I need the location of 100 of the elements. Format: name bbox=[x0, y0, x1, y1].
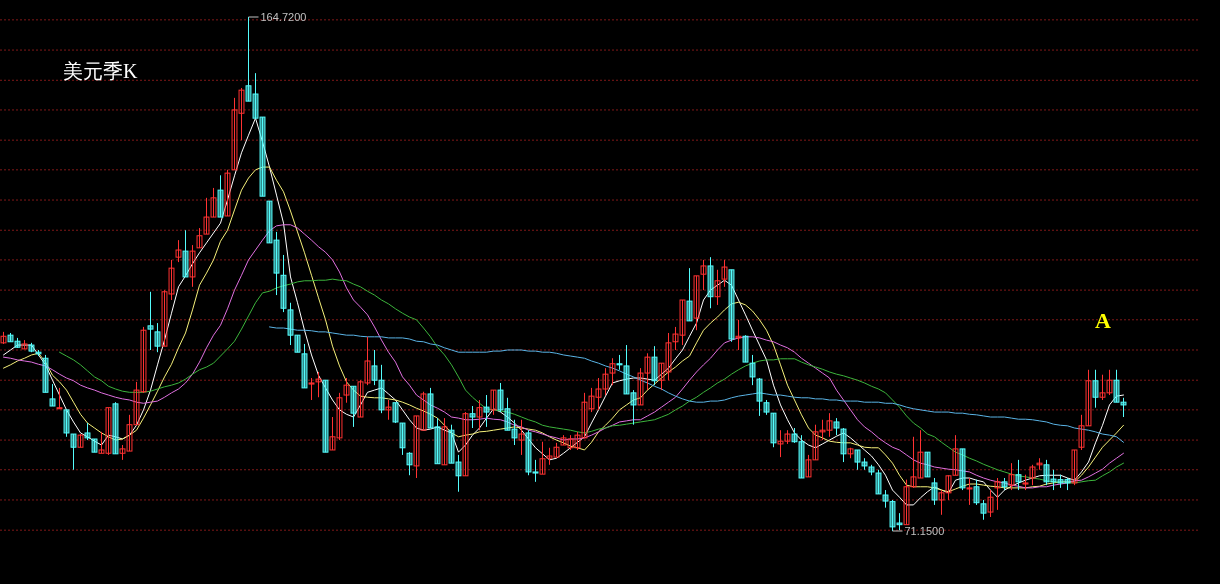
candlestick bbox=[735, 319, 742, 351]
candlestick bbox=[1043, 459, 1050, 486]
candlestick bbox=[1008, 462, 1015, 491]
candlestick bbox=[1120, 397, 1127, 418]
candlestick bbox=[91, 438, 98, 453]
candlestick bbox=[714, 269, 721, 306]
text: 美元季K bbox=[63, 60, 138, 82]
candlestick bbox=[196, 227, 203, 249]
candlestick bbox=[721, 259, 728, 288]
candlestick bbox=[707, 256, 714, 309]
candlestick bbox=[980, 499, 987, 521]
candlestick bbox=[763, 399, 770, 416]
candlestick bbox=[1057, 474, 1064, 489]
candlestick bbox=[259, 116, 266, 197]
candlestick bbox=[84, 422, 91, 441]
candlestick bbox=[1015, 459, 1022, 491]
candlestick bbox=[532, 459, 539, 483]
candlestick bbox=[791, 427, 798, 444]
candlestick bbox=[525, 429, 532, 476]
candlestick bbox=[245, 16, 252, 102]
candlestick bbox=[28, 342, 35, 353]
candlestick bbox=[700, 259, 707, 291]
candlestick bbox=[616, 354, 623, 371]
annotation: 71.1500 bbox=[904, 525, 945, 537]
candlestick bbox=[399, 422, 406, 456]
candlestick bbox=[371, 349, 378, 386]
candlestick bbox=[385, 399, 392, 421]
candlestick bbox=[175, 239, 182, 263]
candlestick bbox=[56, 387, 63, 410]
candlestick bbox=[924, 451, 931, 478]
candlestick bbox=[882, 489, 889, 509]
candlestick bbox=[994, 477, 1001, 511]
candlestick bbox=[889, 499, 896, 532]
candlestick bbox=[1092, 369, 1099, 409]
candlestick bbox=[266, 200, 273, 244]
candlestick bbox=[1113, 369, 1120, 403]
candlestick bbox=[1050, 469, 1057, 491]
annotation: 164.7200 bbox=[260, 11, 307, 23]
candlestick bbox=[378, 364, 385, 414]
candlestick bbox=[742, 334, 749, 363]
candlestick bbox=[49, 383, 56, 407]
candlestick bbox=[343, 377, 350, 404]
candlestick bbox=[273, 231, 280, 296]
candlestick bbox=[490, 389, 497, 416]
candlestick bbox=[966, 477, 973, 506]
candlestick bbox=[651, 345, 658, 386]
candlestick bbox=[728, 269, 735, 343]
candlestick bbox=[280, 254, 287, 313]
annotation: 71.1500 bbox=[892, 525, 945, 537]
candlestick bbox=[609, 357, 616, 386]
candlestick bbox=[154, 322, 161, 353]
candlestick bbox=[623, 344, 630, 395]
candlestick bbox=[294, 334, 301, 353]
candlestick bbox=[770, 412, 777, 448]
candlestick bbox=[42, 354, 49, 393]
candlestick bbox=[749, 354, 756, 386]
candlestick bbox=[483, 394, 490, 428]
candlestick bbox=[63, 409, 70, 438]
candlestick bbox=[189, 244, 196, 288]
candlestick bbox=[469, 405, 476, 429]
candlestick bbox=[14, 337, 21, 349]
candlestick bbox=[462, 411, 469, 477]
candlestick bbox=[441, 417, 448, 466]
candlestick bbox=[931, 477, 938, 506]
candlestick bbox=[406, 451, 413, 476]
candlestick bbox=[448, 424, 455, 464]
candlestick bbox=[833, 417, 840, 436]
candlestick bbox=[861, 457, 868, 471]
candlestick bbox=[504, 397, 511, 431]
candlestick bbox=[182, 229, 189, 278]
candlestick bbox=[854, 449, 861, 471]
candlestick bbox=[518, 419, 525, 456]
candlestick bbox=[322, 379, 329, 453]
candlestick bbox=[686, 267, 693, 322]
candlestick bbox=[511, 419, 518, 446]
candlestick bbox=[287, 302, 294, 346]
candlestick bbox=[959, 448, 966, 491]
candlestick bbox=[840, 427, 847, 463]
candlestick bbox=[70, 433, 77, 471]
candlestick bbox=[973, 479, 980, 506]
candlestick bbox=[7, 332, 14, 343]
candlestick bbox=[476, 399, 483, 431]
annotation: 164.7200 bbox=[248, 11, 307, 23]
candlestick bbox=[35, 349, 42, 357]
candlestick bbox=[497, 382, 504, 413]
candlestick bbox=[798, 434, 805, 479]
candlestick bbox=[112, 401, 119, 455]
candlestick bbox=[252, 72, 259, 119]
candlestick bbox=[1064, 477, 1071, 491]
candlestick bbox=[868, 464, 875, 476]
candlestick bbox=[987, 489, 994, 518]
candlestick bbox=[301, 343, 308, 389]
candlestick bbox=[875, 469, 882, 495]
annotation: A bbox=[1095, 308, 1112, 333]
candlestick bbox=[693, 275, 700, 331]
candlestick bbox=[147, 291, 154, 351]
candlestick bbox=[455, 454, 462, 493]
candlestick bbox=[350, 385, 357, 428]
candlestick bbox=[630, 389, 637, 426]
candlestick bbox=[224, 169, 231, 217]
